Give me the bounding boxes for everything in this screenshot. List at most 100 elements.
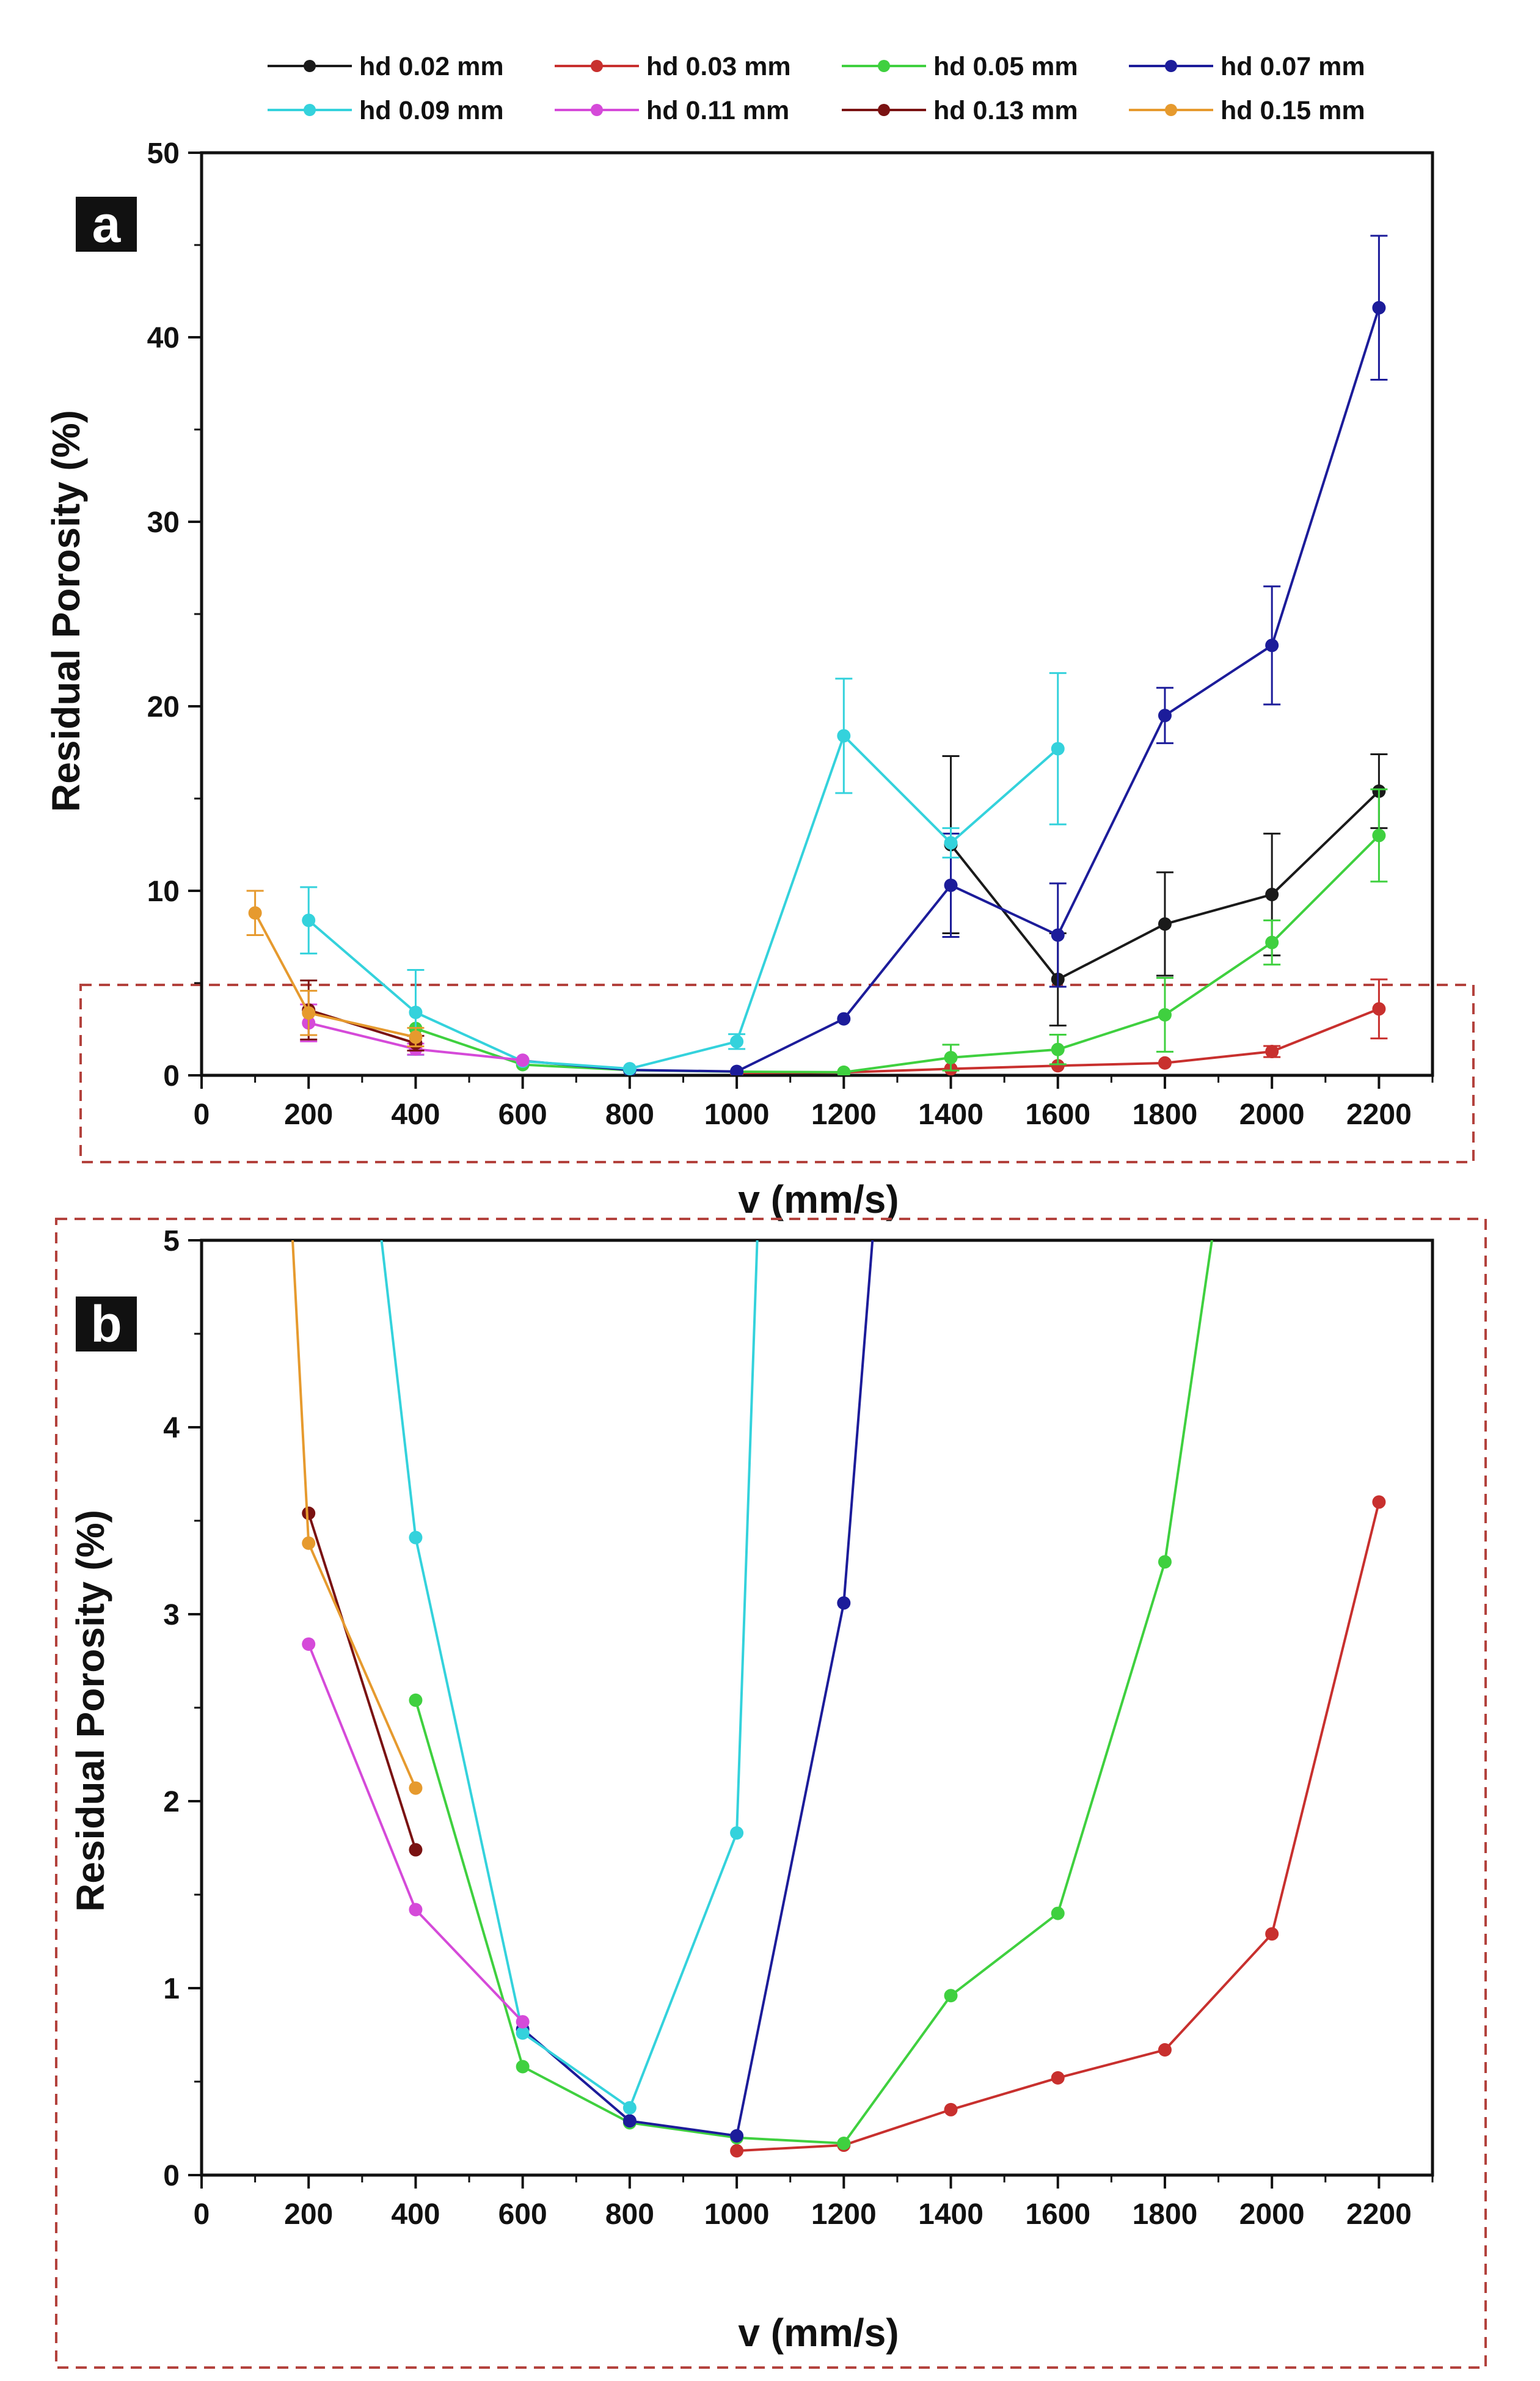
legend-marker <box>878 60 890 72</box>
series-hd-0-15-mm <box>291 1240 423 1795</box>
x-tick-label: 1200 <box>811 2198 877 2231</box>
series-hd-0-15-mm <box>246 890 425 1048</box>
y-tick-label: 0 <box>163 2160 180 2192</box>
data-point <box>302 1506 316 1520</box>
data-point <box>944 243 958 256</box>
x-tick-label: 800 <box>605 1099 654 1131</box>
data-point <box>302 1536 316 1550</box>
data-point <box>409 1531 423 1545</box>
y-tick-label: 1 <box>163 1973 180 2005</box>
legend-item-hd-0-02-mm: hd 0.02 mm <box>268 52 504 81</box>
legend-label: hd 0.13 mm <box>933 96 1078 125</box>
x-tick-label: 1000 <box>704 1099 770 1131</box>
data-point <box>409 1843 423 1857</box>
legend-marker <box>591 60 603 72</box>
x-tick-label: 1800 <box>1133 1099 1198 1131</box>
y-tick-label: 50 <box>147 137 180 170</box>
x-tick-label: 1200 <box>811 1099 877 1131</box>
data-point <box>730 2129 744 2143</box>
legend-label: hd 0.15 mm <box>1221 96 1365 125</box>
series-line <box>736 1501 1381 2152</box>
legend-item-hd-0-15-mm: hd 0.15 mm <box>1129 96 1365 125</box>
plot-frame <box>200 1238 1434 2177</box>
x-tick-label: 2200 <box>1346 2198 1412 2231</box>
data-point <box>1158 1008 1172 1022</box>
x-tick-label: 1600 <box>1025 2198 1090 2231</box>
panel-b: 0 200 400 600 800 1000 1200 1400 1600 1800 2000 220… <box>55 243 1487 2369</box>
series-hd-0-02-mm <box>942 753 1388 1026</box>
x-tick-label: 2200 <box>1346 1099 1412 1131</box>
data-point <box>516 2015 530 2029</box>
data-point <box>302 598 315 612</box>
panel-label-badge <box>76 1297 137 1351</box>
data-point <box>622 1062 637 1075</box>
legend-item-hd-0-03-mm: hd 0.03 mm <box>555 52 791 81</box>
x-axis-title: v (mm/s) <box>738 1177 899 1221</box>
series-line <box>380 1240 759 2109</box>
data-point <box>1372 301 1386 315</box>
x-tick-label: 600 <box>498 1099 547 1131</box>
x-tick-label: 200 <box>284 2198 333 2231</box>
series-hd-0-05-mm <box>409 788 1388 1075</box>
legend-marker <box>1165 60 1177 72</box>
legend-label: hd 0.03 mm <box>646 52 791 81</box>
data-point <box>1372 1495 1386 1509</box>
series-layer <box>246 235 1388 1075</box>
y-tick-label: 2 <box>163 1786 180 1818</box>
series-line <box>415 834 1380 1073</box>
x-tick-label: 400 <box>391 2198 440 2231</box>
panel-label: b <box>90 1295 122 1353</box>
data-point <box>944 878 958 892</box>
data-point <box>1158 1056 1172 1070</box>
data-point <box>730 2144 744 2158</box>
data-point <box>1158 1555 1172 1569</box>
legend-marker <box>304 104 316 116</box>
x-tick-label: 0 <box>194 2198 210 2231</box>
series-line <box>307 1513 417 1851</box>
x-tick-label: 1400 <box>918 2198 983 2231</box>
y-tick-label: 3 <box>163 1599 180 1631</box>
data-point <box>1265 1927 1279 1941</box>
dashed-highlight-frame <box>79 984 1475 1163</box>
data-point <box>302 1637 316 1651</box>
y-tick-label: 5 <box>163 1225 180 1257</box>
x-tick-label: 800 <box>605 2198 654 2231</box>
plot-frame <box>200 151 1434 1077</box>
legend-item-hd-0-11-mm: hd 0.11 mm <box>555 96 789 125</box>
legend-marker <box>878 104 890 116</box>
data-point <box>1158 709 1172 723</box>
x-tick-label: 1800 <box>1133 2198 1198 2231</box>
data-point <box>944 836 958 850</box>
series-hd-0-09-mm <box>300 672 1067 1075</box>
data-point <box>1051 1906 1065 1920</box>
data-point <box>516 2060 530 2074</box>
data-point <box>1051 1042 1065 1056</box>
data-point <box>409 1030 423 1044</box>
data-point <box>622 2101 637 2115</box>
legend-item-hd-0-09-mm: hd 0.09 mm <box>268 96 504 125</box>
y-tick-label: 10 <box>147 876 180 908</box>
data-point <box>837 729 851 743</box>
series-hd-0-07-mm <box>516 243 958 2143</box>
data-point <box>1051 1059 1065 1073</box>
data-point <box>944 2102 958 2116</box>
series-hd-0-09-mm <box>302 598 759 2115</box>
data-point <box>730 1826 744 1840</box>
panel-label: a <box>92 196 122 253</box>
y-tick-label: 0 <box>163 1060 180 1092</box>
y-axis-title: Residual Porosity (%) <box>68 1510 112 1912</box>
panel-a: 0 200 400 600 800 1000 1200 1400 1600 1800 2000 220… <box>44 137 1475 1221</box>
panel-label-badge <box>76 197 137 252</box>
x-tick-label: 1400 <box>918 1099 983 1131</box>
dashed-highlight-frame <box>55 1218 1487 2369</box>
legend-label: hd 0.07 mm <box>1221 52 1365 81</box>
data-point <box>837 1596 851 1610</box>
data-point <box>516 1053 530 1067</box>
legend-label: hd 0.09 mm <box>359 96 504 125</box>
legend-marker <box>591 104 603 116</box>
series-line <box>254 912 416 1039</box>
data-point <box>1158 917 1172 931</box>
data-point <box>302 913 316 927</box>
data-point <box>302 1006 316 1020</box>
